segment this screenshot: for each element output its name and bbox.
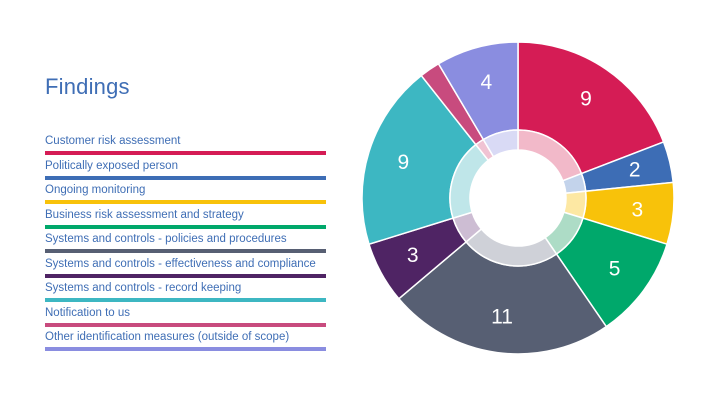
legend-color-bar [45,273,326,278]
legend-item: Other identification measures (outside o… [45,327,326,352]
legend-color-bar [45,200,326,204]
legend-color-bar [45,175,326,180]
legend-item: Systems and controls - effectiveness and… [45,254,326,279]
legend-label: Other identification measures (outside o… [45,331,290,343]
legend-item: Notification to us [45,303,326,328]
legend-color-bar [45,249,326,253]
legend-color-bar [45,347,326,351]
legend-label: Systems and controls - policies and proc… [45,233,287,245]
slice-value-label: 3 [407,244,419,267]
legend-item: Customer risk assessment [45,131,326,156]
legend-color-bar [45,151,326,155]
slice-value-label: 11 [491,305,513,328]
slice-value-label: 9 [398,151,410,174]
legend-label: Notification to us [45,306,131,319]
legend-item: Systems and controls - record keeping [45,278,326,303]
legend-item: Ongoing monitoring [45,180,326,205]
slice-value-label: 2 [629,159,641,182]
legend-label: Systems and controls - record keeping [45,282,242,294]
legend-item: Politically exposed person [45,156,326,181]
legend-label: Customer risk assessment [45,135,181,147]
slice-value-label: 3 [632,199,644,222]
chart-title: Findings [45,74,130,99]
legend-item: Business risk assessment and strategy [45,205,326,230]
legend: Customer risk assessment Politically expo… [45,131,326,352]
legend-label: Business risk assessment and strategy [45,208,244,221]
slice-value-label: 9 [580,88,592,111]
legend-color-bar [45,298,326,302]
legend-label: Ongoing monitoring [45,184,146,196]
slice-value-label: 4 [480,71,492,94]
legend-item: Systems and controls - policies and proc… [45,229,326,254]
legend-label: Systems and controls - effectiveness and… [45,257,316,270]
legend-color-bar [45,322,326,327]
legend-label: Politically exposed person [45,159,178,172]
donut-center-hole [470,150,566,246]
legend-color-bar [45,224,326,229]
slice-value-label: 5 [609,258,621,281]
